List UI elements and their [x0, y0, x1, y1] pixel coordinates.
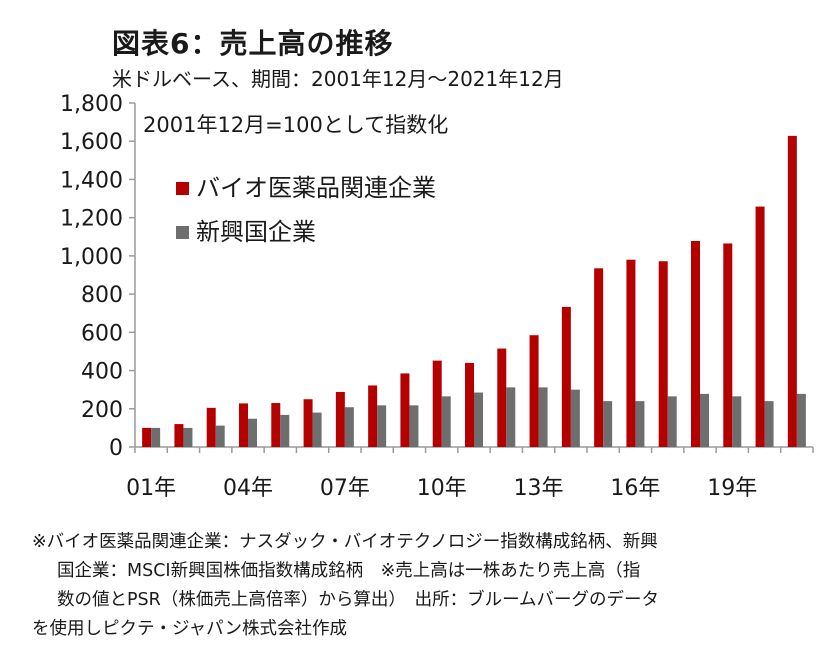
bar-emerging — [732, 396, 742, 447]
bar-biopharma — [626, 259, 636, 447]
bar-biopharma — [239, 403, 248, 447]
sales-bar-chart: 0 200 400 600 800 1,000 1,200 1,400 1,600 1,800 0… — [60, 92, 814, 501]
y-tick-label: 1,200 — [60, 207, 123, 232]
footnote-line-3: 数の値とPSR（株価売上高倍率）から算出） 出所：ブルームバーグのデータ — [57, 590, 660, 610]
bar-emerging — [377, 405, 387, 447]
x-tick-label: 16年 — [610, 476, 660, 501]
bar-emerging — [280, 414, 290, 447]
footnote-line-1: ※バイオ医薬品関連企業：ナスダック・バイオテクノロジー指数構成銘柄、新興 — [32, 532, 658, 552]
bar-biopharma — [271, 403, 281, 447]
bar-biopharma — [723, 243, 733, 447]
y-tick-label: 1,800 — [60, 92, 123, 117]
bars — [142, 135, 806, 448]
bar-biopharma — [755, 206, 765, 447]
chart-title: 図表6：売上高の推移 — [112, 27, 394, 60]
bar-biopharma — [432, 360, 442, 447]
footnote: ※バイオ医薬品関連企業：ナスダック・バイオテクノロジー指数構成銘柄、新興 国企業… — [32, 528, 822, 644]
bar-emerging — [248, 418, 257, 447]
legend-label-emerging: 新興国企業 — [196, 218, 316, 246]
footnote-line-2: 国企業：MSCI新興国株価指数構成銘柄 ※売上高は一株あたり売上高（指 — [57, 561, 641, 581]
bar-biopharma — [658, 261, 668, 447]
y-tick-label: 800 — [81, 283, 123, 308]
bar-emerging — [215, 425, 225, 447]
chart-subtitle: 米ドルベース、期間：2001年12月～2021年12月 — [112, 67, 564, 91]
bar-emerging — [151, 427, 161, 447]
bar-emerging — [183, 427, 193, 447]
y-axis: 0 200 400 600 800 1,000 1,200 1,400 1,600 1,800 — [60, 92, 136, 461]
y-tick-label: 400 — [81, 360, 123, 385]
bar-biopharma — [561, 306, 571, 447]
y-tick-label: 1,400 — [60, 168, 123, 193]
bar-emerging — [344, 407, 354, 447]
bar-biopharma — [400, 373, 410, 447]
y-tick-label: 200 — [81, 398, 123, 423]
x-tick-label: 13年 — [514, 476, 564, 501]
y-tick-label: 1,600 — [60, 130, 123, 155]
x-tick-label: 10年 — [417, 476, 467, 501]
x-axis: 01年 04年 07年 10年 13年 16年 19年 — [126, 446, 814, 501]
bar-emerging — [764, 401, 774, 447]
legend-label-biopharma: バイオ医薬品関連企業 — [196, 174, 436, 202]
bar-biopharma — [303, 399, 313, 447]
x-tick-label: 19年 — [707, 476, 757, 501]
bar-biopharma — [368, 385, 378, 447]
y-tick-label: 0 — [109, 436, 123, 461]
bar-emerging — [603, 401, 613, 447]
bar-biopharma — [497, 348, 507, 447]
x-tick-label: 07年 — [320, 476, 370, 501]
bar-emerging — [506, 387, 516, 447]
bar-emerging — [441, 396, 451, 447]
bar-emerging — [312, 412, 322, 447]
bar-emerging — [700, 393, 709, 447]
index-annotation: 2001年12月=100として指数化 — [143, 113, 448, 137]
bar-emerging — [570, 389, 580, 447]
bar-biopharma — [529, 335, 539, 447]
bar-biopharma — [335, 391, 345, 447]
bar-biopharma — [174, 424, 184, 447]
bar-emerging — [474, 392, 483, 447]
bar-biopharma — [594, 268, 604, 447]
bar-emerging — [409, 405, 419, 447]
bar-emerging — [796, 393, 806, 447]
y-tick-label: 600 — [81, 321, 123, 346]
bar-biopharma — [465, 362, 474, 447]
x-tick-label: 04年 — [223, 476, 273, 501]
bar-biopharma — [206, 407, 216, 447]
legend-swatch-emerging — [176, 226, 189, 239]
legend-swatch-biopharma — [176, 182, 189, 195]
y-tick-label: 1,000 — [60, 245, 123, 270]
bar-emerging — [635, 401, 645, 447]
bar-biopharma — [787, 135, 797, 448]
bar-emerging — [667, 396, 677, 447]
footnote-line-4: を使用しピクテ・ジャパン株式会社作成 — [32, 619, 347, 639]
bar-biopharma — [142, 427, 152, 447]
x-tick-label: 01年 — [126, 476, 176, 501]
bar-biopharma — [691, 240, 700, 447]
bar-emerging — [538, 387, 548, 447]
